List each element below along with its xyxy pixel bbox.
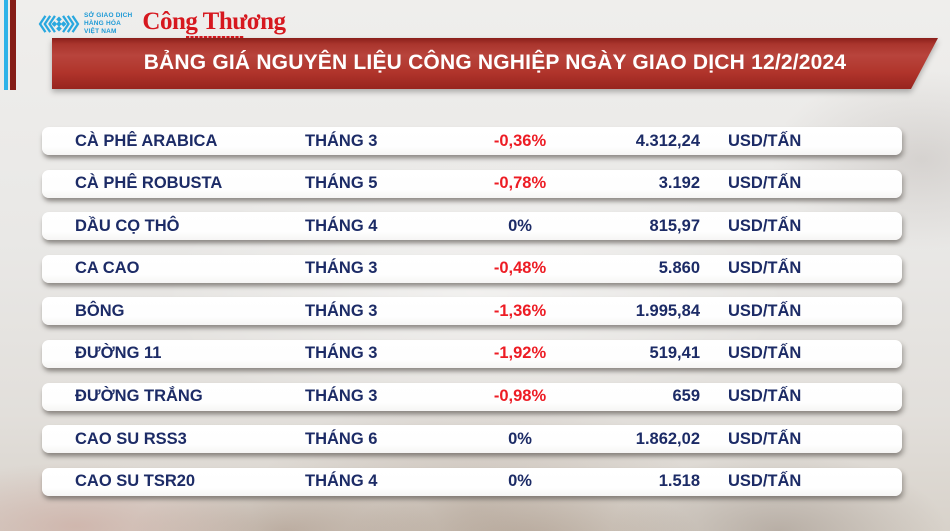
table-row: DẦU CỌ THÔ THÁNG 4 0% 815,97 USD/TẤN [42,212,902,241]
table-row: CAO SU TSR20 THÁNG 4 0% 1.518 USD/TẤN [42,467,902,496]
contract-month: THÁNG 5 [305,174,378,193]
left-accent-stripe-cyan [4,0,8,90]
contract-month: THÁNG 3 [305,131,378,150]
title-bar-background: BẢNG GIÁ NGUYÊN LIỆU CÔNG NGHIỆP NGÀY GI… [52,38,938,89]
congthuong-tagline-decoration [186,35,245,40]
table-row: CÀ PHÊ ROBUSTA THÁNG 5 -0,78% 3.192 USD/… [42,169,902,198]
commodity-name: ĐƯỜNG 11 [75,344,162,363]
price-value: 1.995,84 [635,301,700,320]
price-value: 519,41 [649,344,700,363]
price-value: 4.312,24 [635,131,700,150]
commodity-name: BÔNG [75,301,125,320]
logo-band: SỞ GIAO DỊCH HÀNG HÓA VIỆT NAM Công Thươ… [38,7,286,41]
table-row: CÀ PHÊ ARABICA THÁNG 3 -0,36% 4.312,24 U… [42,127,902,155]
change-percent: -1,36% [493,301,547,320]
mxv-exchange-logo: SỞ GIAO DỊCH HÀNG HÓA VIỆT NAM [38,11,132,37]
contract-month: THÁNG 6 [305,429,378,448]
price-unit: USD/TẤN [728,216,802,235]
price-unit: USD/TẤN [728,429,802,448]
mxv-chevron-diamond-icon [38,15,80,33]
price-value: 1.862,02 [635,429,700,448]
price-unit: USD/TẤN [728,259,802,278]
contract-month: THÁNG 3 [305,301,378,320]
change-percent: 0% [508,216,532,235]
change-percent: -1,92% [493,344,547,363]
commodity-name: CA CAO [75,259,140,278]
table-row: ĐƯỜNG TRẮNG THÁNG 3 -0,98% 659 USD/TẤN [42,382,902,411]
price-unit: USD/TẤN [728,131,802,150]
price-value: 5.860 [658,259,700,278]
change-percent: -0,78% [493,174,547,193]
change-percent: -0,36% [493,131,547,150]
mxv-exchange-name: SỞ GIAO DỊCH HÀNG HÓA VIỆT NAM [84,11,133,36]
price-value: 1.518 [658,472,700,491]
congthuong-wordmark: Công Thương [142,7,286,35]
contract-month: THÁNG 3 [305,259,378,278]
commodity-name: CÀ PHÊ ROBUSTA [75,174,223,193]
title-bar: BẢNG GIÁ NGUYÊN LIỆU CÔNG NGHIỆP NGÀY GI… [52,38,938,89]
price-value: 659 [672,387,700,406]
table-row: CA CAO THÁNG 3 -0,48% 5.860 USD/TẤN [42,254,902,283]
left-accent-stripe-maroon [10,0,16,90]
price-unit: USD/TẤN [728,301,802,320]
table-row: CAO SU RSS3 THÁNG 6 0% 1.862,02 USD/TẤN [42,425,902,454]
commodity-name: CAO SU TSR20 [75,472,196,491]
price-unit: USD/TẤN [728,472,802,491]
change-percent: -0,98% [493,387,547,406]
commodity-name: ĐƯỜNG TRẮNG [75,387,203,406]
price-unit: USD/TẤN [728,387,802,406]
price-unit: USD/TẤN [728,174,802,193]
congthuong-logo: Công Thương [142,7,286,40]
contract-month: THÁNG 3 [305,344,378,363]
change-percent: -0,48% [493,259,547,278]
table-row: BÔNG THÁNG 3 -1,36% 1.995,84 USD/TẤN [42,297,902,326]
commodity-name: DẦU CỌ THÔ [75,216,180,235]
table-row: ĐƯỜNG 11 THÁNG 3 -1,92% 519,41 USD/TẤN [42,339,902,368]
price-table: CÀ PHÊ ARABICA THÁNG 3 -0,36% 4.312,24 U… [42,127,902,496]
price-value: 3.192 [658,174,700,193]
contract-month: THÁNG 4 [305,216,378,235]
commodity-name: CAO SU RSS3 [75,429,187,448]
contract-month: THÁNG 3 [305,387,378,406]
price-unit: USD/TẤN [728,344,802,363]
price-value: 815,97 [649,216,700,235]
page-title: BẢNG GIÁ NGUYÊN LIỆU CÔNG NGHIỆP NGÀY GI… [143,50,847,74]
change-percent: 0% [508,472,532,491]
contract-month: THÁNG 4 [305,472,378,491]
change-percent: 0% [508,429,532,448]
commodity-name: CÀ PHÊ ARABICA [75,131,218,150]
